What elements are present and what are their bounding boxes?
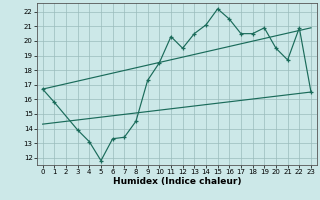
X-axis label: Humidex (Indice chaleur): Humidex (Indice chaleur) [113,177,241,186]
